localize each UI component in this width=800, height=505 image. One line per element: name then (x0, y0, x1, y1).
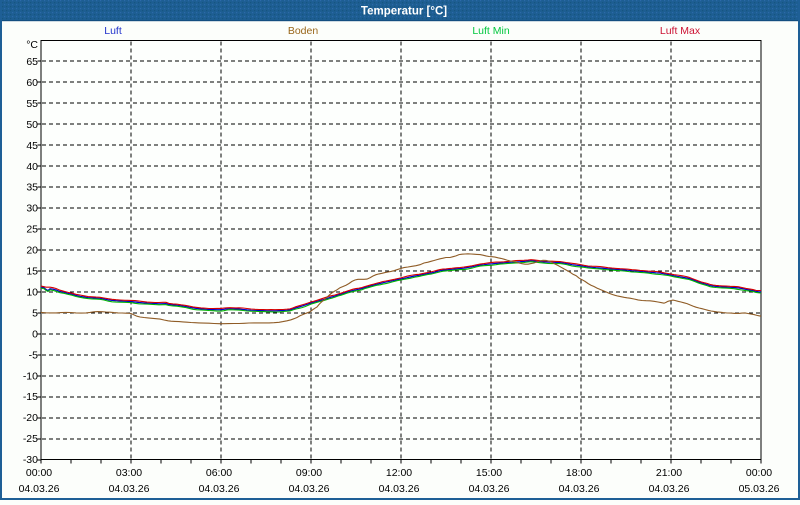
svg-text:50: 50 (26, 119, 38, 131)
svg-text:04.03.26: 04.03.26 (469, 483, 510, 495)
svg-text:15: 15 (26, 266, 38, 278)
svg-text:Luft Min: Luft Min (472, 25, 510, 37)
svg-text:00:00: 00:00 (746, 467, 772, 479)
svg-text:18:00: 18:00 (566, 467, 592, 479)
svg-text:-5: -5 (29, 349, 38, 361)
svg-text:25: 25 (26, 224, 38, 236)
svg-text:45: 45 (26, 140, 38, 152)
svg-text:Temperatur [°C]: Temperatur [°C] (361, 6, 447, 18)
svg-text:05.03.26: 05.03.26 (739, 483, 780, 495)
svg-text:12:00: 12:00 (386, 467, 412, 479)
svg-text:Luft: Luft (104, 25, 122, 37)
svg-text:Boden: Boden (288, 25, 319, 37)
svg-text:°C: °C (26, 39, 38, 51)
svg-text:55: 55 (26, 98, 38, 110)
svg-text:-30: -30 (23, 454, 38, 466)
svg-text:04.03.26: 04.03.26 (559, 483, 600, 495)
svg-text:40: 40 (26, 161, 38, 173)
svg-text:0: 0 (32, 328, 38, 340)
svg-text:09:00: 09:00 (296, 467, 322, 479)
svg-text:Luft Max: Luft Max (660, 25, 701, 37)
svg-text:35: 35 (26, 182, 38, 194)
svg-text:-20: -20 (23, 412, 38, 424)
svg-text:04.03.26: 04.03.26 (199, 483, 240, 495)
svg-text:30: 30 (26, 203, 38, 215)
svg-text:04.03.26: 04.03.26 (19, 483, 60, 495)
svg-text:04.03.26: 04.03.26 (289, 483, 330, 495)
svg-text:04.03.26: 04.03.26 (109, 483, 150, 495)
svg-text:21:00: 21:00 (656, 467, 682, 479)
svg-text:5: 5 (32, 308, 38, 320)
svg-text:04.03.26: 04.03.26 (649, 483, 690, 495)
svg-text:20: 20 (26, 245, 38, 257)
svg-text:03:00: 03:00 (116, 467, 142, 479)
svg-text:-10: -10 (23, 370, 38, 382)
svg-text:65: 65 (26, 56, 38, 68)
svg-text:00:00: 00:00 (26, 467, 52, 479)
svg-text:60: 60 (26, 77, 38, 89)
svg-text:15:00: 15:00 (476, 467, 502, 479)
svg-text:-15: -15 (23, 391, 38, 403)
svg-text:04.03.26: 04.03.26 (379, 483, 420, 495)
svg-text:06:00: 06:00 (206, 467, 232, 479)
svg-text:10: 10 (26, 287, 38, 299)
svg-text:-25: -25 (23, 433, 38, 445)
